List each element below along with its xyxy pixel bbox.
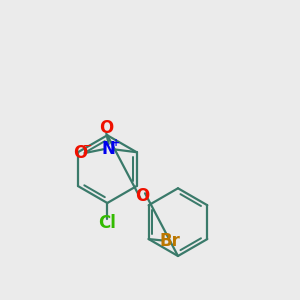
Text: O: O	[136, 187, 150, 205]
Text: O: O	[74, 144, 88, 162]
Text: −: −	[82, 141, 92, 151]
Text: Cl: Cl	[98, 214, 116, 232]
Text: +: +	[112, 138, 120, 148]
Text: Br: Br	[159, 232, 180, 250]
Text: N: N	[102, 140, 116, 158]
Text: O: O	[99, 119, 113, 137]
